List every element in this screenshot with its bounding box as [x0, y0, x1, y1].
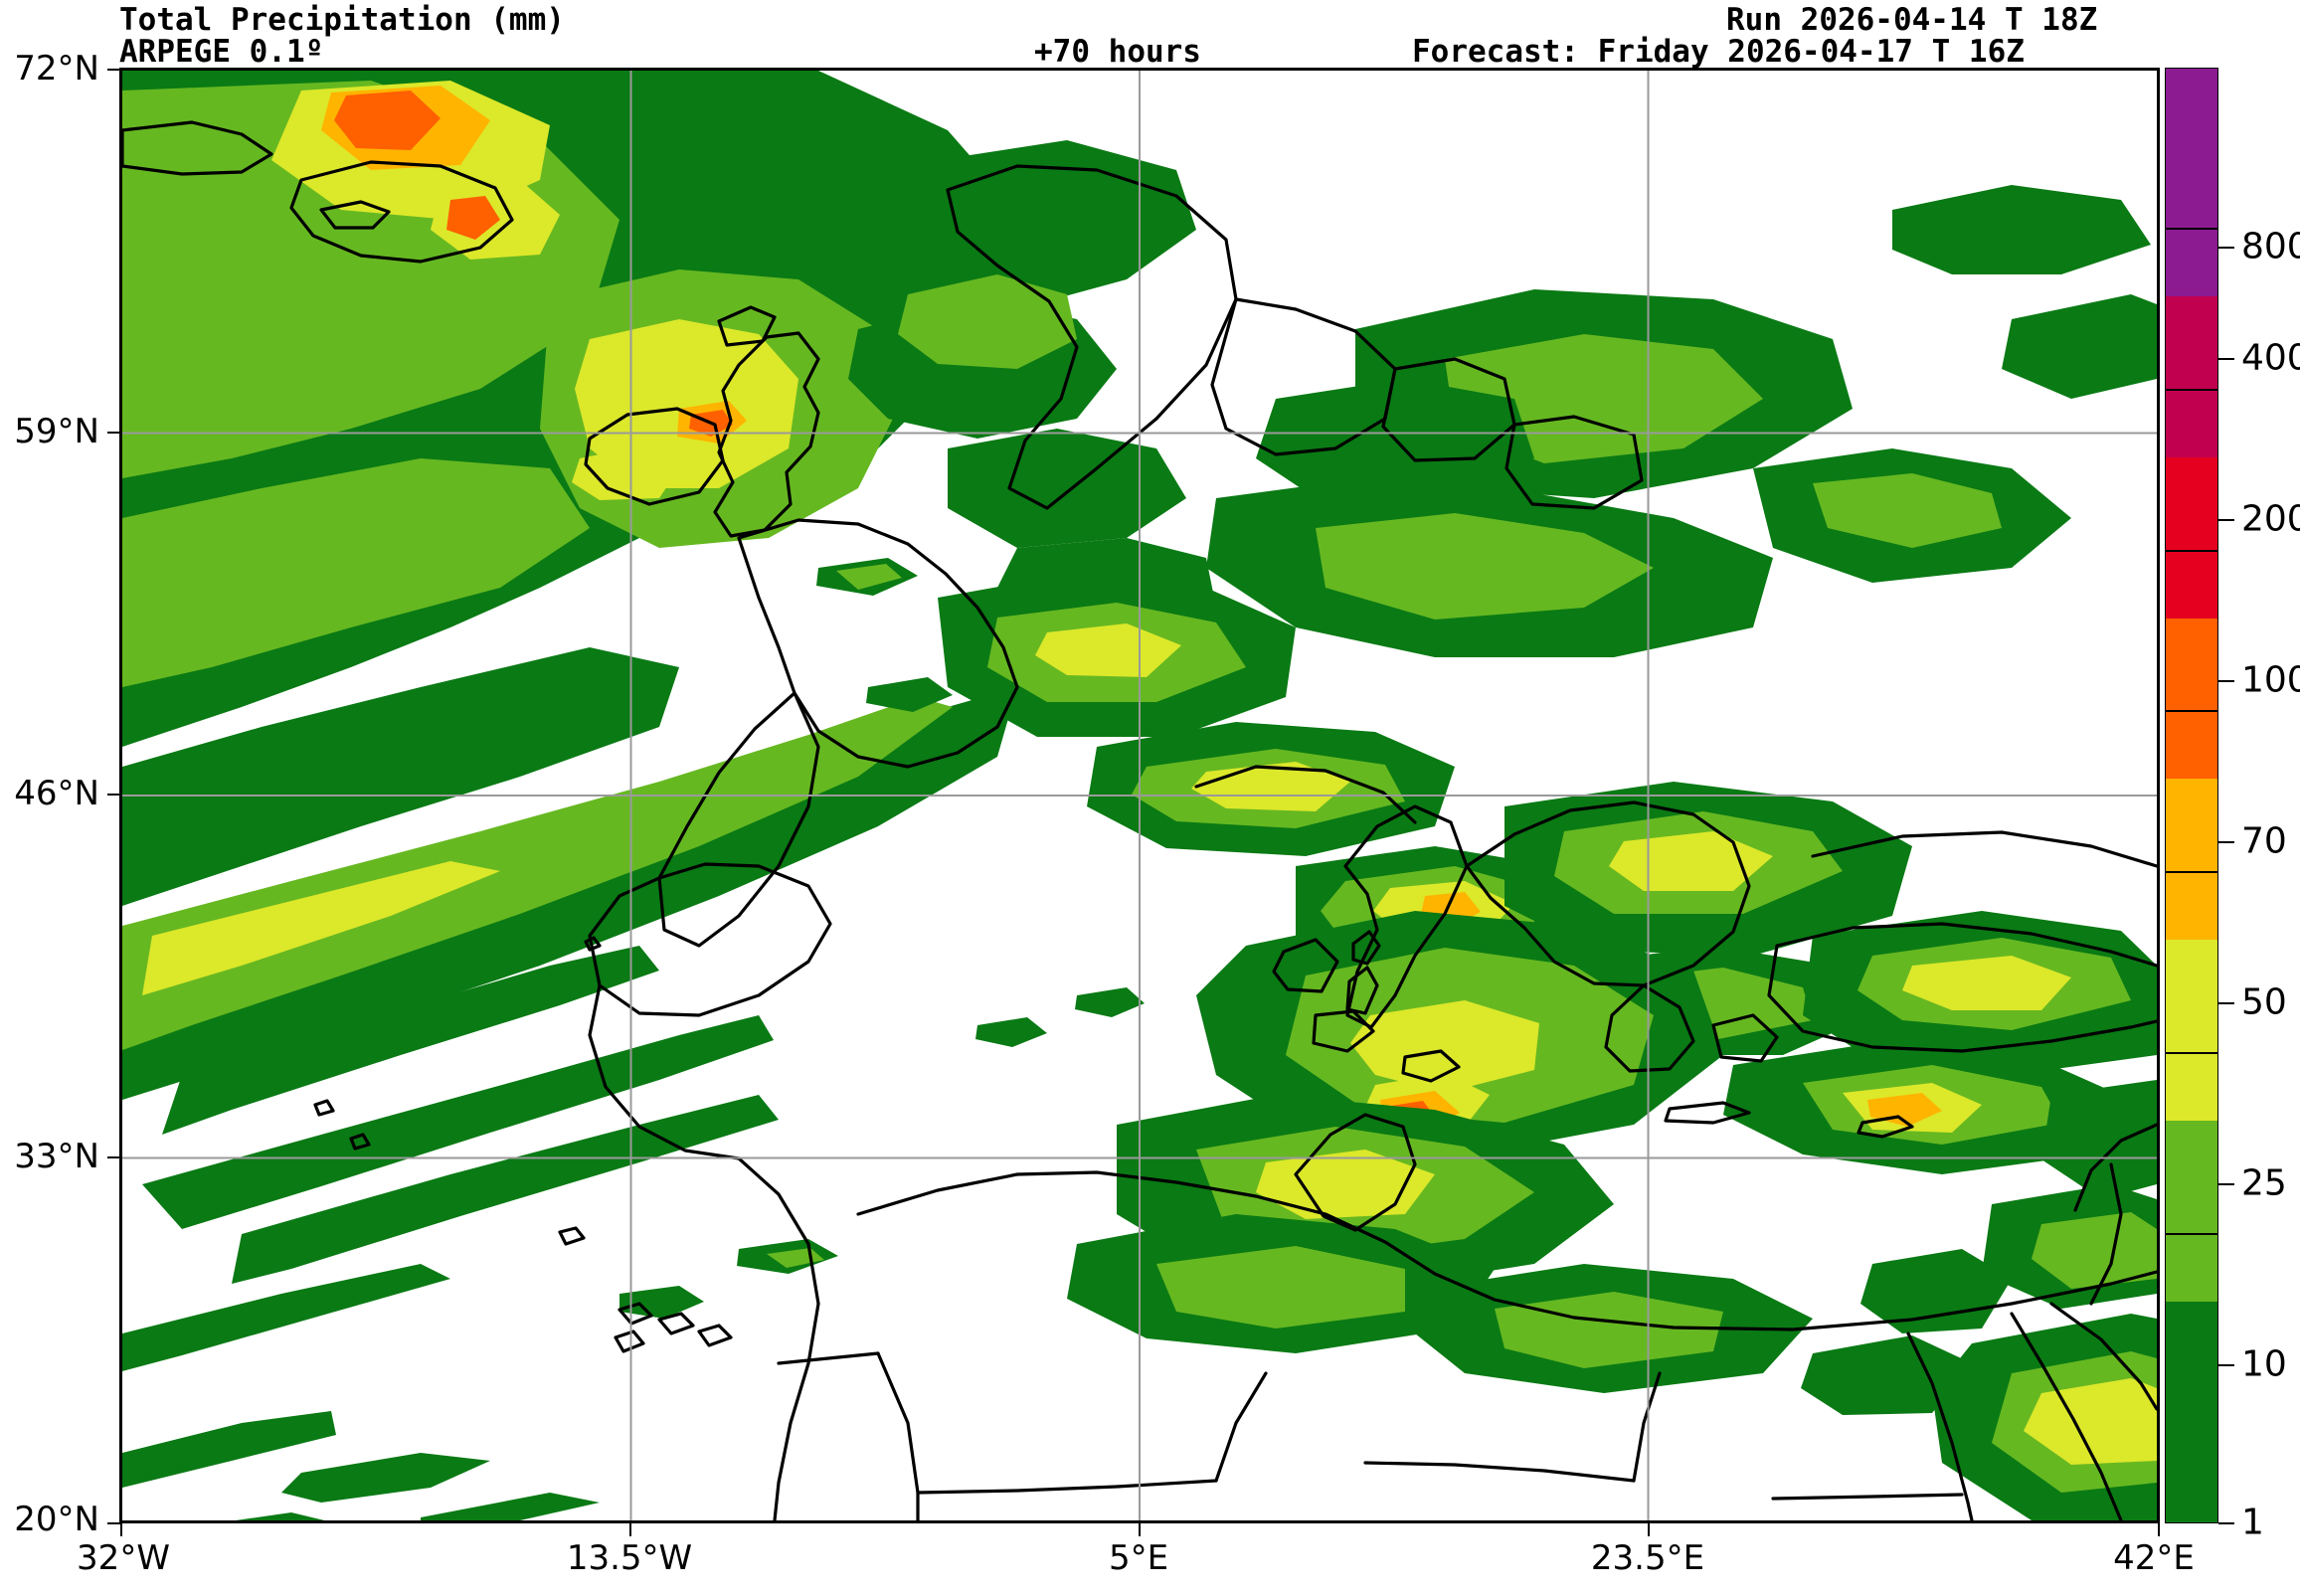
x-tick-label-32w: 32°W: [77, 1538, 170, 1578]
chart-header: Total Precipitation (mm) ARPEGE 0.1º +70…: [0, 0, 2300, 70]
colorbar-band-70-100: [2166, 619, 2217, 779]
colorbar-band-50-70: [2166, 779, 2217, 940]
run-timestamp-label: Run 2026-04-14 T 18Z: [1726, 2, 2098, 38]
colorbar-band-25-50: [2166, 940, 2217, 1121]
colorbar-label-10: 10: [2241, 1343, 2287, 1385]
x-tick-label-135w: 13.5°W: [566, 1538, 693, 1578]
model-label: ARPEGE 0.1º: [119, 34, 324, 70]
lead-time-label: +70 hours: [1034, 34, 1201, 70]
page-title: Total Precipitation (mm): [119, 2, 565, 38]
x-tick-label-235e: 23.5°E: [1590, 1538, 1705, 1578]
colorbar-label-200: 200: [2241, 498, 2300, 540]
colorbar-label-400: 400: [2241, 337, 2300, 379]
colorbar-label-800: 800: [2241, 226, 2300, 267]
colorbar-band-10-25: [2166, 1121, 2217, 1302]
x-tick-label-42e: 42°E: [2113, 1538, 2195, 1578]
y-tick-label-59n: 59°N: [14, 412, 99, 451]
y-tick-label-33n: 33°N: [14, 1137, 99, 1176]
colorbar-label-70: 70: [2241, 820, 2287, 862]
y-tick-label-46n: 46°N: [14, 774, 99, 813]
precipitation-map[interactable]: [119, 68, 2160, 1523]
x-tick-label-5e: 5°E: [1108, 1538, 1169, 1578]
map-canvas: [122, 71, 2157, 1520]
y-tick-label-20n: 20°N: [14, 1500, 99, 1539]
colorbar-label-50: 50: [2241, 981, 2287, 1023]
colorbar-band-400-800: [2166, 69, 2217, 296]
colorbar-label-1: 1: [2241, 1502, 2264, 1543]
precipitation-field: [122, 71, 2157, 1520]
colorbar-label-100: 100: [2241, 659, 2300, 701]
map-gridlines: [122, 71, 2157, 1520]
colorbar-band-200-400: [2166, 296, 2217, 457]
y-tick-label-72n: 72°N: [14, 49, 99, 89]
forecast-valid-label: Forecast: Friday 2026-04-17 T 16Z: [1412, 34, 2025, 70]
colorbar-label-25: 25: [2241, 1162, 2287, 1204]
colorbar-band-1-10: [2166, 1302, 2217, 1522]
colorbar-band-100-200: [2166, 457, 2217, 619]
precipitation-colorbar[interactable]: [2165, 68, 2218, 1523]
